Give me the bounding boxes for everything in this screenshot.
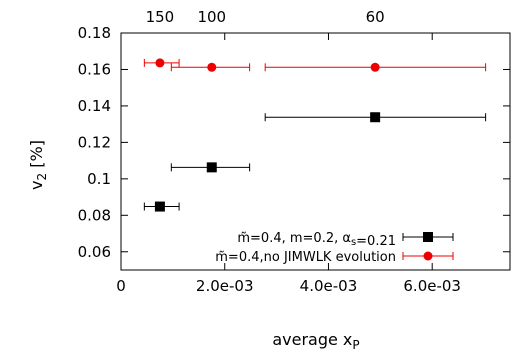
- x-axis-label-subscript: P: [352, 338, 359, 352]
- legend-marker-circle: [423, 251, 433, 261]
- x-tick-label: 0: [116, 277, 126, 295]
- y-tick-label: 0.12: [78, 133, 111, 151]
- legend-marker-square: [423, 232, 433, 242]
- y-tick-label: 0.16: [78, 60, 111, 78]
- x-axis-label-main: average x: [272, 330, 352, 349]
- data-point-circle: [207, 62, 217, 72]
- tick-labels: 0 2.0e-03 4.0e-03 6.0e-03 0.06 0.08 0.1 0.12 0.1…: [78, 8, 461, 295]
- series-1: [143, 112, 487, 212]
- legend-entry-1: m̃=0.4, m=0.2, αs=0.21: [237, 231, 454, 249]
- legend-label-part: =0.21: [356, 234, 396, 249]
- y-tick-label: 0.18: [78, 24, 111, 42]
- y-axis-label-subscript: 2: [35, 173, 49, 181]
- y-axis-label-unit: [%]: [27, 140, 46, 173]
- y-axis-label-main: v: [27, 180, 46, 189]
- plot-frame: [120, 32, 511, 271]
- y-tick-label: 0.14: [78, 97, 111, 115]
- y-tick-label: 0.1: [87, 170, 111, 188]
- x-tick-label: 6.0e-03: [403, 277, 461, 295]
- series-2: [143, 58, 487, 72]
- legend-label-part: m̃=0.4,no JIMWLK evolution: [215, 250, 396, 265]
- top-axis-tick-label: 100: [197, 8, 226, 26]
- data-point-circle: [370, 62, 380, 72]
- legend-label: m̃=0.4, m=0.2, αs=0.21: [237, 231, 396, 249]
- x-tick-label: 2.0e-03: [196, 277, 254, 295]
- data-point-square: [370, 112, 381, 123]
- x-tick-label: 4.0e-03: [300, 277, 358, 295]
- y-axis-label: v2 [%]: [27, 140, 49, 190]
- legend-label: m̃=0.4,no JIMWLK evolution: [215, 250, 396, 265]
- legend-label-subscript: s: [351, 237, 356, 248]
- data-point-circle: [155, 58, 165, 68]
- x-axis-label: average xP: [272, 330, 359, 352]
- data-point-square: [154, 201, 165, 212]
- y-tick-label: 0.06: [78, 243, 111, 261]
- legend: m̃=0.4, m=0.2, αs=0.21m̃=0.4,no JIMWLK e…: [215, 231, 454, 265]
- data-series: [143, 58, 487, 212]
- y-tick-label: 0.08: [78, 206, 111, 224]
- legend-entry-2: m̃=0.4,no JIMWLK evolution: [215, 250, 454, 265]
- data-point-square: [206, 162, 217, 173]
- top-axis-tick-label: 60: [366, 8, 385, 26]
- top-axis-tick-label: 150: [146, 8, 175, 26]
- tick-marks: [120, 32, 510, 270]
- legend-label-part: m̃=0.4, m=0.2, α: [237, 231, 351, 246]
